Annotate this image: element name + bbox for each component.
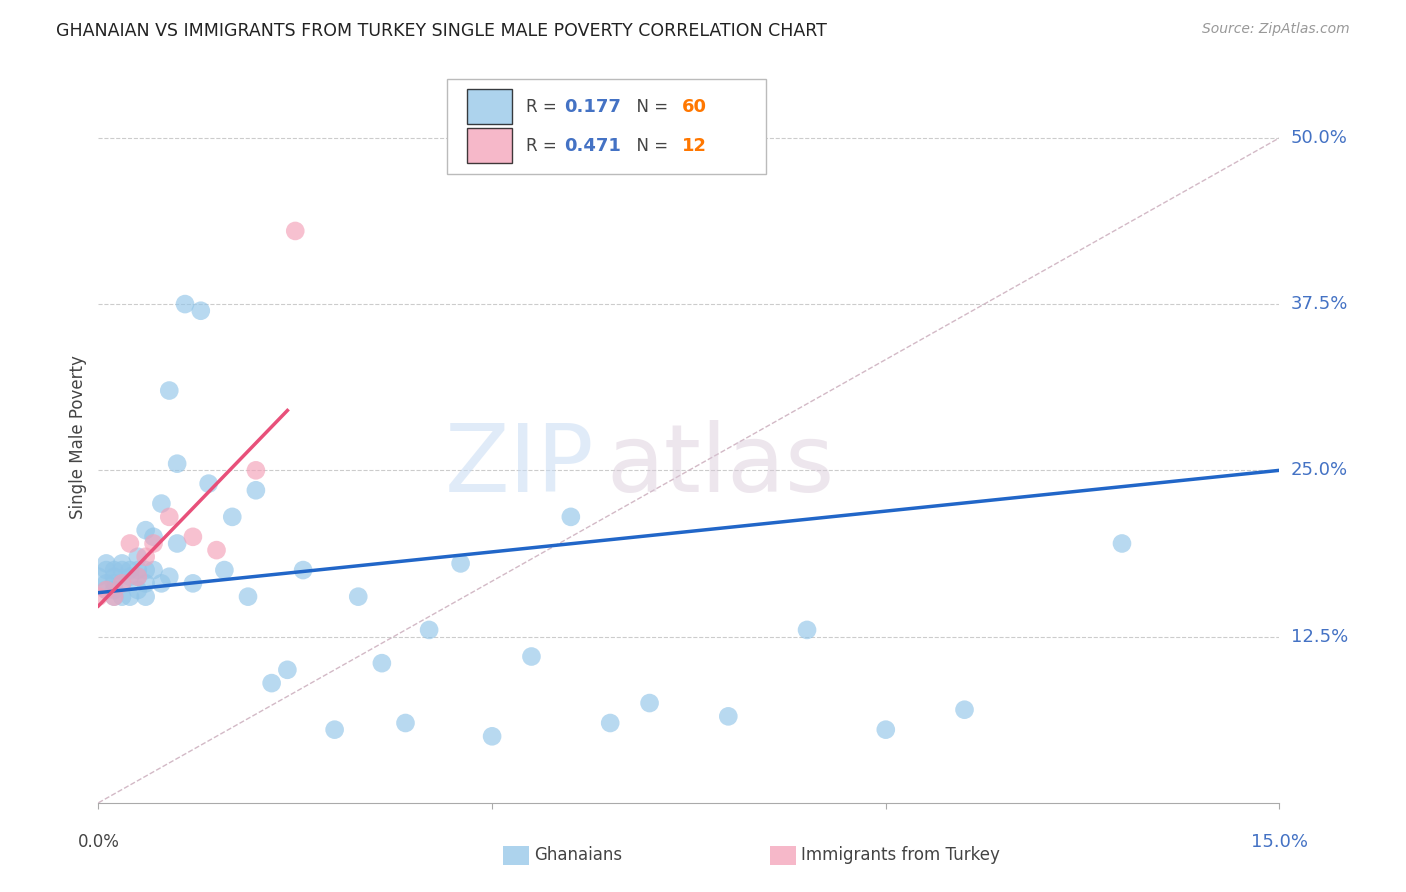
Point (111, 557, 134, 571)
Point (103, 563, 125, 577)
Point (599, 716, 621, 731)
Text: 12.5%: 12.5% (1291, 628, 1348, 646)
Point (284, 224, 307, 238)
Point (157, 570, 180, 584)
Point (157, 384, 180, 398)
Point (197, 476, 219, 491)
Point (127, 570, 149, 584)
Text: 0.0%: 0.0% (77, 833, 120, 851)
Text: 25.0%: 25.0% (1291, 461, 1348, 479)
Point (118, 570, 141, 584)
Text: 50.0%: 50.0% (1291, 128, 1347, 147)
Point (87, 570, 110, 584)
Point (142, 536, 165, 550)
Point (111, 576, 134, 591)
Point (520, 649, 543, 664)
FancyBboxPatch shape (467, 128, 512, 163)
Text: 0.471: 0.471 (564, 136, 620, 154)
Point (418, 623, 440, 637)
Point (103, 570, 125, 584)
Text: Immigrants from Turkey: Immigrants from Turkey (801, 846, 1000, 863)
Point (953, 703, 976, 717)
Point (205, 543, 228, 558)
Text: N =: N = (626, 136, 673, 154)
Point (135, 563, 157, 577)
Point (135, 549, 157, 564)
Point (118, 536, 141, 550)
Point (127, 563, 149, 577)
Point (347, 590, 370, 604)
Text: 0.177: 0.177 (564, 98, 620, 116)
Text: ZIP: ZIP (444, 420, 595, 512)
Point (96, 582, 118, 597)
Point (150, 576, 173, 591)
Point (142, 563, 165, 577)
Point (394, 716, 416, 731)
Point (638, 696, 661, 710)
Point (276, 663, 298, 677)
Point (560, 509, 582, 524)
Point (875, 723, 897, 737)
Point (181, 576, 204, 591)
Point (111, 590, 134, 604)
Point (127, 582, 149, 597)
Text: Ghanaians: Ghanaians (534, 846, 623, 863)
Point (103, 576, 125, 591)
Point (371, 656, 394, 670)
Point (157, 509, 180, 524)
Point (103, 590, 125, 604)
FancyBboxPatch shape (447, 78, 766, 174)
Point (166, 536, 188, 550)
Point (1111, 536, 1133, 550)
Point (127, 549, 149, 564)
Point (481, 729, 503, 743)
Point (111, 576, 134, 591)
Point (135, 590, 157, 604)
Point (323, 723, 346, 737)
Text: R =: R = (526, 98, 562, 116)
Point (103, 582, 125, 597)
Text: N =: N = (626, 98, 673, 116)
Point (245, 483, 267, 498)
Point (87, 590, 110, 604)
Point (96, 557, 118, 571)
Point (214, 563, 236, 577)
Point (245, 463, 267, 477)
Point (96, 582, 118, 597)
Point (174, 297, 197, 311)
Point (118, 563, 141, 577)
Point (118, 590, 141, 604)
Point (796, 623, 818, 637)
Text: atlas: atlas (606, 420, 835, 512)
Text: 15.0%: 15.0% (1251, 833, 1308, 851)
Point (717, 709, 740, 723)
Point (103, 590, 125, 604)
Point (127, 570, 149, 584)
Text: GHANAIAN VS IMMIGRANTS FROM TURKEY SINGLE MALE POVERTY CORRELATION CHART: GHANAIAN VS IMMIGRANTS FROM TURKEY SINGL… (56, 22, 827, 40)
Text: R =: R = (526, 136, 562, 154)
Text: 12: 12 (682, 136, 707, 154)
Point (450, 557, 472, 571)
Point (96, 563, 118, 577)
Y-axis label: Single Male Poverty: Single Male Poverty (69, 355, 87, 519)
Text: 37.5%: 37.5% (1291, 295, 1348, 313)
Point (135, 523, 157, 537)
Point (142, 530, 165, 544)
FancyBboxPatch shape (467, 89, 512, 125)
Text: 60: 60 (682, 98, 707, 116)
Point (236, 590, 259, 604)
Point (181, 530, 204, 544)
Point (260, 676, 283, 690)
Text: Source: ZipAtlas.com: Source: ZipAtlas.com (1202, 22, 1350, 37)
Point (166, 457, 188, 471)
Point (221, 509, 243, 524)
Point (150, 497, 173, 511)
Point (96, 576, 118, 591)
Point (292, 563, 315, 577)
Point (190, 303, 212, 318)
Point (135, 576, 157, 591)
Point (111, 563, 134, 577)
